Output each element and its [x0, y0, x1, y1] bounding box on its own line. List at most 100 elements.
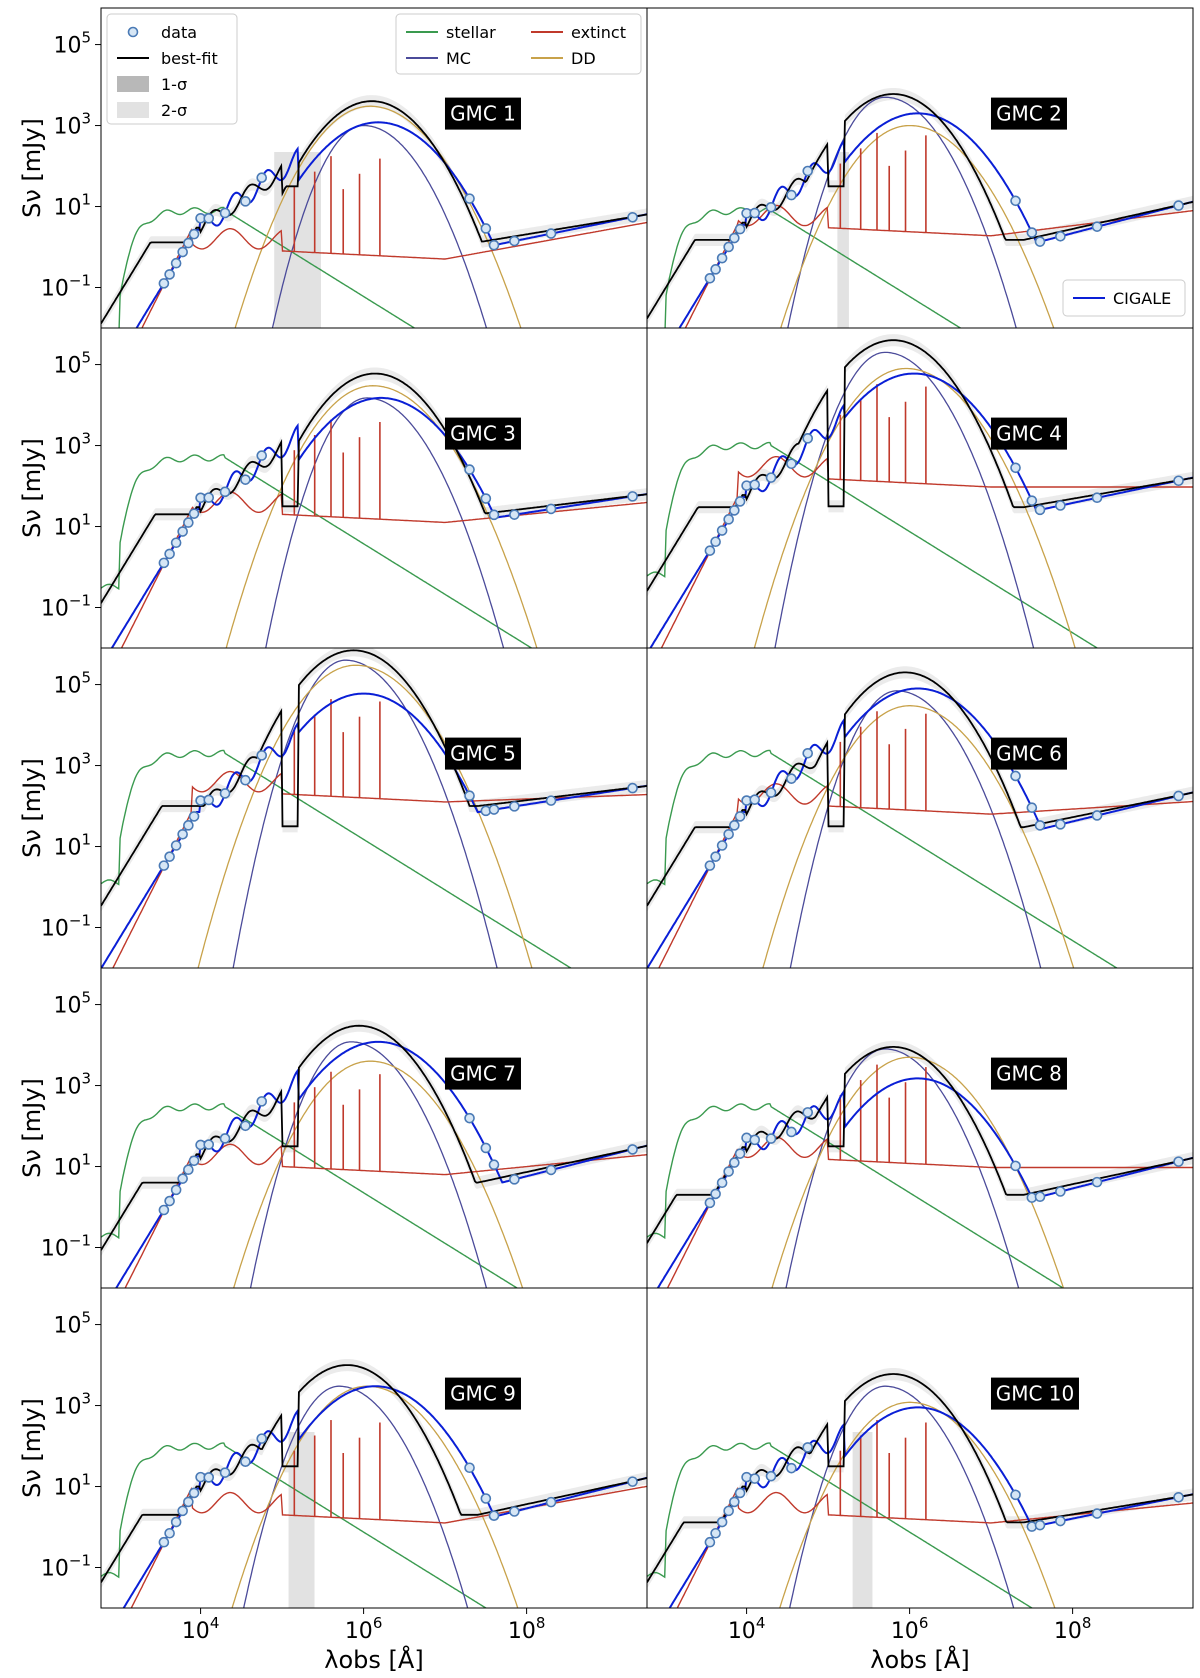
data-point: [188, 1487, 200, 1499]
dd-series: [780, 124, 1055, 328]
data-point: [716, 525, 728, 536]
data-point: [802, 433, 814, 444]
panel-plot-area: [647, 1368, 1193, 1608]
sigma-band: [288, 1432, 315, 1608]
panel-label-text: GMC 8: [996, 1062, 1062, 1086]
cigale-series: [135, 121, 647, 328]
sigma-band: [852, 1432, 873, 1608]
legend-sigma-icon: [117, 102, 149, 118]
legend-sigma-icon: [117, 76, 149, 92]
y-axis-label: Sν [mJy]: [18, 118, 46, 218]
data-point: [203, 794, 215, 806]
data-point: [240, 1456, 251, 1467]
panel-label-text: GMC 7: [450, 1062, 516, 1086]
data-point: [734, 811, 746, 822]
data-point: [627, 491, 638, 502]
legend-label: 1-σ: [161, 75, 187, 94]
data-point: [802, 1107, 814, 1118]
y-tick-label: 103: [53, 1390, 91, 1420]
bestfit-1sigma-area: [101, 367, 647, 610]
legend-data-icon: [127, 26, 139, 38]
data-point: [183, 1496, 194, 1508]
y-tick-label: 101: [53, 831, 91, 861]
data-point: [545, 228, 557, 239]
x-tick-label: 104: [728, 1614, 766, 1644]
data-point: [765, 1470, 777, 1482]
data-point: [509, 801, 520, 812]
data-point: [1091, 492, 1103, 504]
data-point: [627, 782, 638, 794]
data-point: [729, 820, 740, 831]
stellar-series: [647, 1103, 1065, 1288]
data-point: [1034, 504, 1046, 516]
panel-plot-area: [647, 88, 1193, 328]
data-point: [240, 1120, 251, 1132]
data-point: [729, 1157, 740, 1168]
stellar-series: [664, 206, 962, 328]
panel-label: GMC 2: [990, 97, 1067, 130]
data-point: [256, 172, 268, 183]
bestfit-1sigma-area: [101, 95, 647, 328]
panel-1: GMC 1 10−1 101 103 105 Sν [mJy]: [18, 7, 648, 329]
extinct-series: [112, 770, 647, 968]
data-point: [710, 851, 721, 862]
legend-main: data best-fit 1-σ 2-σ: [106, 13, 238, 125]
x-axis-label: λobs [Å]: [324, 1645, 423, 1674]
data-point: [1010, 1489, 1021, 1501]
data-point: [734, 496, 746, 507]
panel-2: GMC 2: [646, 7, 1194, 329]
data-point: [749, 207, 761, 219]
y-tick-label: 101: [53, 1471, 91, 1501]
data-point: [710, 1527, 721, 1539]
data-point: [716, 252, 728, 264]
y-tick-label: 105: [53, 1309, 91, 1339]
data-point: [1026, 495, 1038, 506]
mc-series: [271, 124, 488, 328]
data-point: [704, 860, 716, 871]
data-point: [464, 1112, 475, 1124]
panel-label: GMC 10: [990, 1377, 1079, 1410]
panel-label: GMC 7: [444, 1057, 521, 1090]
y-tick-label: 105: [53, 989, 91, 1019]
data-point: [240, 196, 251, 207]
panel-label-text: GMC 9: [450, 1382, 516, 1406]
y-tick-label: 10−1: [41, 1552, 91, 1582]
y-tick-label: 10−1: [41, 1232, 91, 1262]
panel-label-text: GMC 2: [996, 102, 1062, 126]
bestfit-1sigma-area: [647, 1368, 1193, 1589]
data-point: [219, 486, 231, 498]
data-point: [723, 1166, 734, 1177]
stellar-series: [101, 1103, 519, 1288]
panel-plot-area: [647, 666, 1193, 968]
data-point: [765, 1133, 777, 1144]
y-tick-label: 105: [53, 29, 91, 59]
mc-series: [787, 96, 1017, 328]
extinct-series: [666, 1136, 1193, 1288]
mc-series: [249, 1041, 488, 1288]
bestfit-1sigma-area: [647, 1040, 1193, 1250]
bestfit-1sigma-area: [647, 88, 1193, 325]
panel-plot-area: [647, 334, 1193, 648]
x-tick-label: 104: [182, 1614, 220, 1644]
panel-frame: [100, 1287, 648, 1609]
data-point: [183, 517, 194, 528]
panel-label: GMC 9: [444, 1377, 521, 1410]
data-point: [749, 1134, 761, 1146]
data-point: [786, 189, 797, 201]
data-point: [158, 278, 170, 289]
data-point: [802, 1442, 814, 1453]
stellar-series: [101, 1442, 488, 1608]
x-axis-label: λobs [Å]: [870, 1645, 969, 1674]
data-point: [509, 509, 520, 520]
data-point: [786, 773, 797, 784]
data-point: [723, 241, 734, 253]
data-point: [488, 1159, 500, 1171]
bestfit-1sigma-area: [101, 1359, 647, 1589]
data-point: [219, 1133, 231, 1144]
y-axis-label: Sν [mJy]: [18, 758, 46, 858]
data-point: [164, 548, 175, 560]
data-point: [170, 1184, 182, 1196]
data-point: [1055, 819, 1066, 830]
data-point: [164, 1527, 175, 1539]
panel-label-text: GMC 3: [450, 422, 516, 446]
